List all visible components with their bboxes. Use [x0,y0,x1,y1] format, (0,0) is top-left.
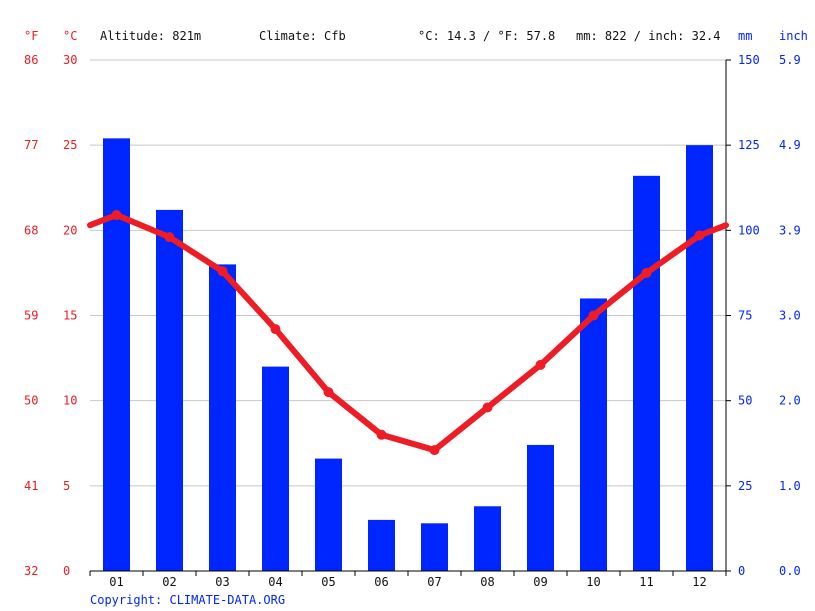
tick-label-mm: 25 [738,479,752,493]
precipitation-bar [262,366,289,571]
temperature-point [376,429,387,440]
month-label: 09 [533,575,547,589]
tick-label-c: 10 [63,394,77,408]
climate-label: Climate: Cfb [259,29,346,43]
gridlines [90,59,726,487]
month-label: 07 [427,575,441,589]
precipitation-bar [209,264,236,571]
month-label: 10 [586,575,600,589]
temperature-point [641,267,652,278]
tick-label-c: 30 [63,53,77,67]
precipitation-bar [368,519,395,571]
temperature-point [323,387,334,398]
month-label: 06 [374,575,388,589]
axes [89,59,731,576]
temperature-point [270,324,281,335]
right-axis-ticks: 0 0.0 25 1.0 50 2.0 75 3.0 100 3.9 125 4.9 150 5.9 [738,53,801,578]
tick-label-inch: 5.9 [779,53,801,67]
month-label: 02 [162,575,176,589]
temperature-point [694,230,705,241]
precipitation-bars [103,138,713,572]
tick-label-inch: 0.0 [779,564,801,578]
unit-label-inch: inch [779,29,808,43]
month-labels: 01 02 03 04 05 06 07 08 09 10 11 12 [109,575,706,589]
tick-label-f: 59 [24,309,38,323]
precipitation-bar [474,506,501,571]
precipitation-bar [633,175,660,571]
precipitation-bar [315,458,342,571]
month-label: 01 [109,575,123,589]
tick-label-inch: 1.0 [779,479,801,493]
tick-label-f: 86 [24,53,38,67]
temperature-point [217,266,228,277]
month-label: 08 [480,575,494,589]
month-label: 11 [639,575,653,589]
temperature-series-line [87,212,729,454]
tick-label-c: 25 [63,138,77,152]
unit-label-f: °F [24,29,38,43]
tick-label-inch: 3.0 [779,309,801,323]
tick-label-mm: 75 [738,309,752,323]
tick-label-f: 41 [24,479,38,493]
tick-label-f: 50 [24,394,38,408]
month-label: 12 [692,575,706,589]
tick-label-mm: 125 [738,138,760,152]
tick-label-c: 15 [63,309,77,323]
precipitation-bar [421,523,448,571]
tick-label-mm: 0 [738,564,745,578]
temperature-average-label: °C: 14.3 / °F: 57.8 [418,29,555,43]
tick-label-inch: 3.9 [779,223,801,237]
temperature-line [87,210,729,456]
temperature-point [482,402,493,413]
tick-label-f: 77 [24,138,38,152]
tick-label-mm: 150 [738,53,760,67]
month-label: 03 [215,575,229,589]
tick-label-f: 68 [24,223,38,237]
temperature-point [111,210,122,221]
precipitation-bar [686,145,713,571]
altitude-label: Altitude: 821m [100,29,201,43]
copyright-label: Copyright: CLIMATE-DATA.ORG [90,593,285,607]
precipitation-bar [103,138,130,571]
precipitation-total-label: mm: 822 / inch: 32.4 [576,29,721,43]
month-label: 04 [268,575,282,589]
temperature-point [429,445,440,456]
precipitation-bar [580,298,607,571]
tick-label-inch: 4.9 [779,138,801,152]
tick-label-c: 5 [63,479,70,493]
tick-label-f: 32 [24,564,38,578]
tick-label-mm: 100 [738,223,760,237]
temperature-point [164,232,175,243]
unit-label-c: °C [63,29,77,43]
tick-label-mm: 50 [738,394,752,408]
temperature-point [588,310,599,321]
month-label: 05 [321,575,335,589]
precipitation-bar [527,444,554,571]
temperature-point [535,359,546,370]
unit-label-mm: mm [738,29,752,43]
tick-label-c: 20 [63,223,77,237]
left-axis-ticks: 32 0 41 5 50 10 59 15 68 20 77 25 86 30 [24,53,77,578]
tick-label-inch: 2.0 [779,394,801,408]
precipitation-bar [156,209,183,572]
tick-label-c: 0 [63,564,70,578]
